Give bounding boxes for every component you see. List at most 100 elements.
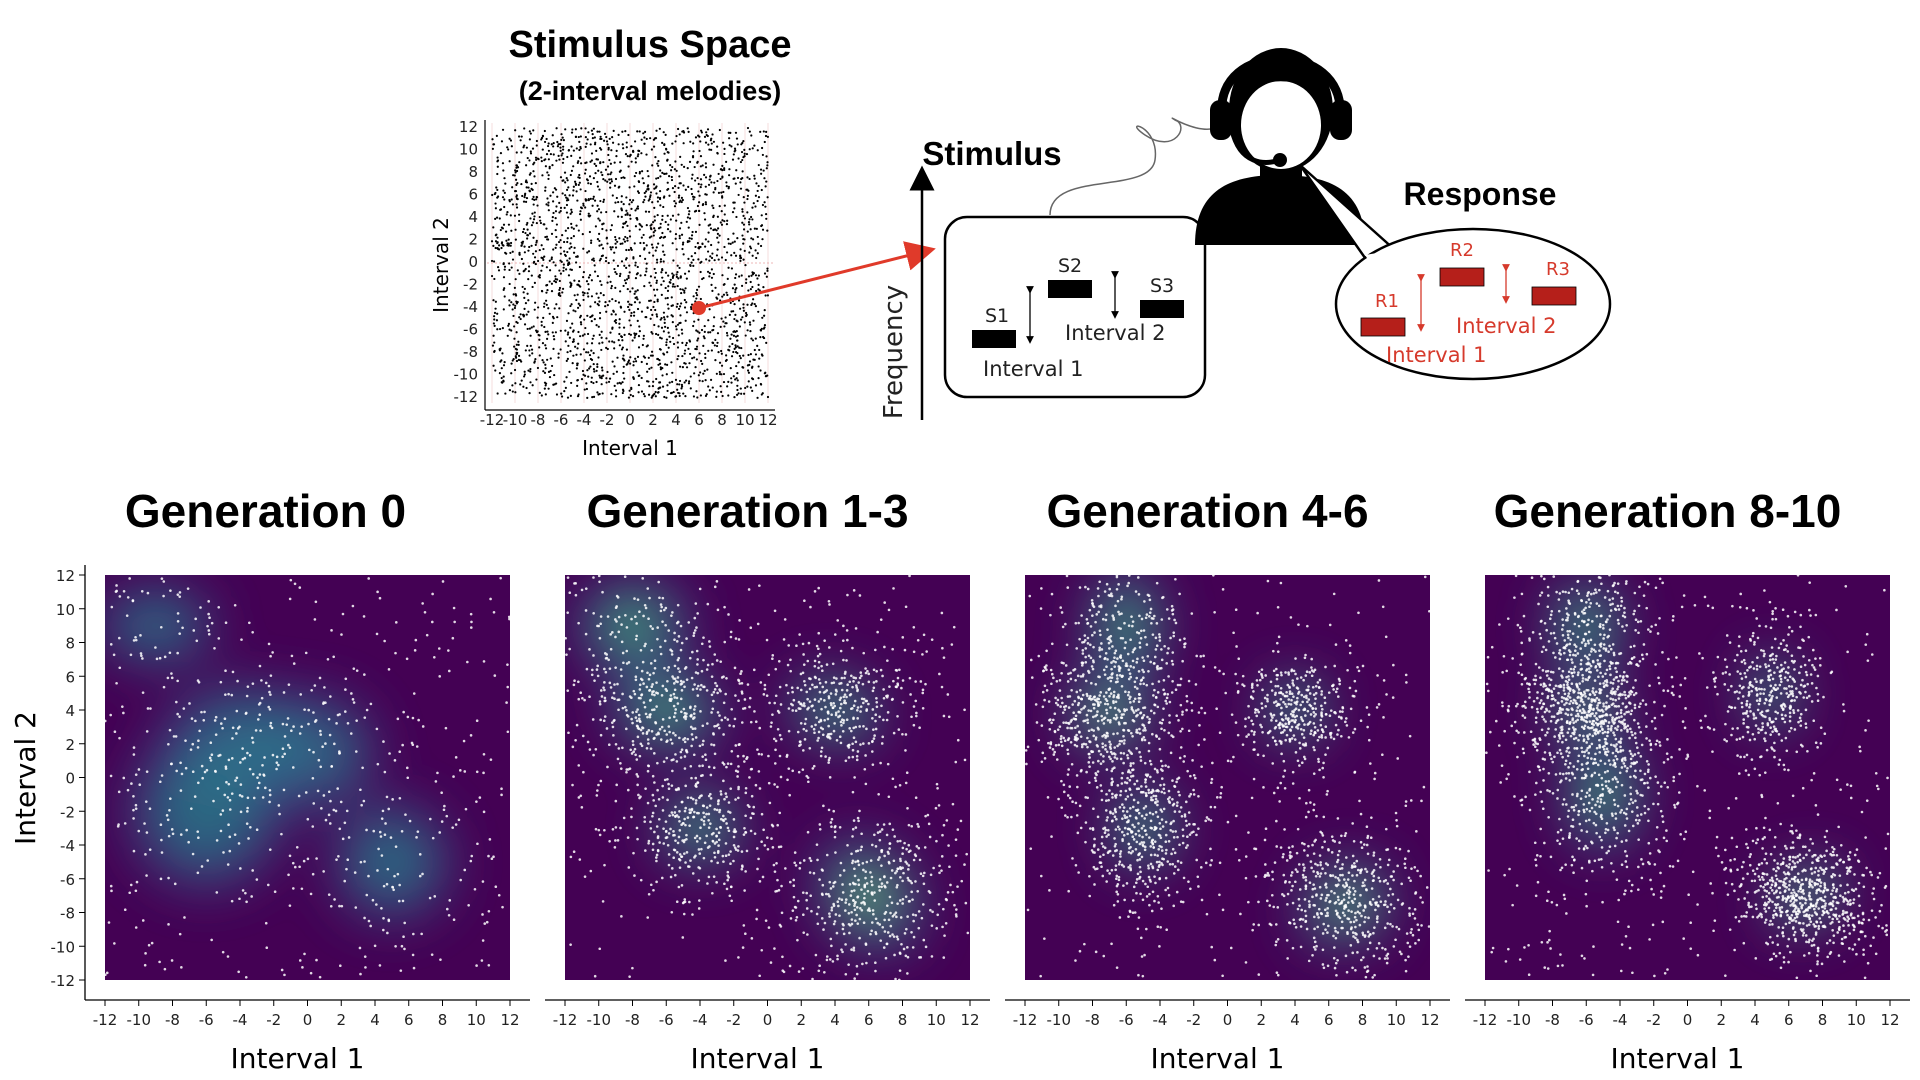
stimulus-point <box>572 338 575 341</box>
stimulus-point <box>766 196 769 199</box>
response-point <box>654 856 658 859</box>
response-point <box>327 893 331 896</box>
stimulus-point <box>550 290 554 293</box>
response-point <box>280 968 284 972</box>
stimulus-point <box>651 332 654 335</box>
response-point <box>258 773 262 776</box>
stimulus-point <box>642 355 645 358</box>
response-point <box>674 814 677 818</box>
response-point <box>224 765 228 769</box>
response-point <box>711 891 714 895</box>
stimulus-label: Stimulus <box>922 135 1061 172</box>
response-point <box>275 755 279 759</box>
response-point <box>837 710 840 713</box>
response-point <box>207 629 211 632</box>
stimulus-point <box>566 237 569 240</box>
response-point <box>851 827 855 831</box>
stimulus-point <box>641 170 644 173</box>
response-point <box>661 809 665 812</box>
response-point <box>737 678 740 682</box>
response-point <box>385 795 389 799</box>
stimulus-point <box>595 164 598 167</box>
response-point <box>307 722 310 726</box>
response-point <box>237 970 240 974</box>
stimulus-point <box>559 252 562 255</box>
response-point <box>624 727 628 731</box>
response-point <box>300 725 303 728</box>
stimulus-point <box>573 180 577 183</box>
response-point <box>179 833 183 836</box>
stimulus-point <box>561 192 564 195</box>
response-point <box>763 683 767 687</box>
response-point <box>665 756 669 760</box>
stimulus-point <box>689 375 692 378</box>
stimulus-point <box>606 173 610 176</box>
stimulus-point <box>613 320 616 323</box>
stimulus-point <box>583 388 586 391</box>
response-point <box>443 804 446 808</box>
response-point <box>715 580 719 583</box>
stimulus-point <box>619 161 622 164</box>
response-point <box>500 793 503 797</box>
stimulus-point <box>687 213 690 216</box>
stimulus-point <box>613 365 616 368</box>
response-point <box>838 698 842 702</box>
response-point <box>132 817 135 820</box>
response-point <box>275 761 279 764</box>
stimulus-space-y-tick: 0 <box>468 253 478 271</box>
stimulus-point <box>584 206 587 209</box>
stimulus-point <box>491 344 495 347</box>
response-point <box>298 732 302 735</box>
stimulus-point <box>638 130 641 133</box>
response-point <box>680 689 684 692</box>
stimulus-point <box>636 265 639 269</box>
response-point <box>382 884 386 888</box>
response-point <box>403 947 406 951</box>
response-point <box>640 669 644 673</box>
response-point <box>911 913 915 916</box>
response-point <box>134 635 137 639</box>
stimulus-point <box>623 359 626 362</box>
stimulus-point <box>726 293 729 297</box>
response-point <box>641 577 645 580</box>
stimulus-point <box>505 252 508 255</box>
stimulus-point <box>599 292 602 295</box>
stimulus-point <box>630 311 633 315</box>
response-point <box>683 898 687 901</box>
response-point <box>842 869 846 872</box>
response-point <box>625 649 629 653</box>
response-point <box>647 841 650 845</box>
response-point <box>898 668 901 672</box>
response-point <box>603 696 607 700</box>
response-point <box>698 744 702 748</box>
stimulus-point <box>643 130 647 133</box>
response-point <box>707 818 710 822</box>
stimulus-point <box>671 272 674 275</box>
response-point <box>363 916 366 920</box>
stimulus-point <box>557 154 560 157</box>
response-point <box>415 836 418 839</box>
response-point <box>668 716 671 720</box>
stimulus-point <box>627 133 630 137</box>
response-point <box>838 874 842 877</box>
response-point <box>914 880 917 883</box>
response-point <box>856 688 859 691</box>
response-point <box>240 795 244 798</box>
response-point <box>566 576 570 579</box>
response-point <box>806 697 809 701</box>
stimulus-point <box>595 292 598 295</box>
response-point <box>575 723 579 727</box>
stimulus-point <box>689 352 692 356</box>
stimulus-point <box>527 299 530 302</box>
stimulus-point <box>632 256 635 259</box>
response-point <box>722 779 725 783</box>
stimulus-point <box>742 196 745 199</box>
response-point <box>880 882 884 885</box>
stimulus-point <box>729 337 732 340</box>
stimulus-point <box>512 293 515 296</box>
stimulus-point <box>655 177 658 180</box>
response-point <box>672 682 676 685</box>
stimulus-point <box>679 365 682 368</box>
response-point <box>203 770 207 774</box>
response-point <box>846 593 849 597</box>
